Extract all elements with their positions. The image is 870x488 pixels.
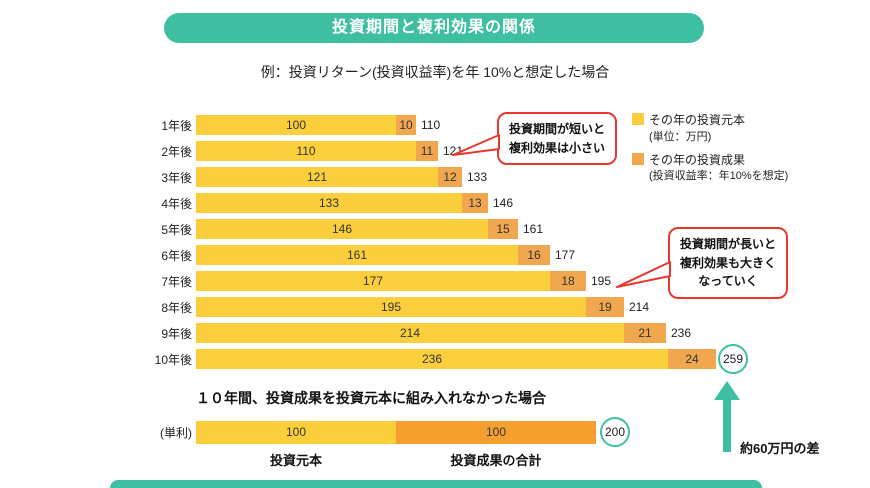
row-label: 7年後 (161, 274, 192, 289)
row-label: 5年後 (161, 222, 192, 237)
simple-principal-segment: 100 (196, 420, 396, 444)
principal-segment: 195 (196, 297, 586, 317)
principal-value: 236 (421, 352, 443, 366)
legend-entry-principal: その年の投資元本 (単位：万円) (632, 113, 788, 144)
legend-principal-label: その年の投資元本 (649, 113, 746, 127)
total-value: 236 (671, 326, 692, 340)
total-value: 146 (493, 196, 514, 210)
chart-row: 8年後 195 19 214 (130, 294, 748, 320)
principal-value: 100 (285, 118, 307, 132)
compound-interest-chart: 1年後 100 10 110 2年後 110 11 121 3年後 121 12 133 4年後 133 1… (130, 112, 748, 374)
gain-swatch-icon (632, 152, 644, 165)
principal-value: 146 (331, 222, 353, 236)
difference-arrow-icon (714, 381, 740, 452)
principal-value: 214 (399, 326, 421, 340)
row-label: 4年後 (161, 196, 192, 211)
simple-gain-segment: 100 (396, 420, 596, 444)
gain-segment: 13 (462, 193, 488, 213)
subtitle: 例：投資リターン(投資収益率)を年 10%と想定した場合 (260, 64, 610, 80)
principal-caption: 投資元本 (269, 453, 322, 468)
gain-value: 24 (685, 352, 699, 366)
simple-interest-heading: １０年間、投資成果を投資元本に組み入れなかった場合 (196, 390, 546, 406)
difference-label: 約60万円の差 (740, 441, 820, 456)
principal-value: 133 (318, 196, 340, 210)
chart-row: 3年後 121 12 133 (130, 164, 748, 190)
gain-value: 13 (468, 196, 482, 210)
callout-long-period: 投資期間が長いと 複利効果も大きく なっていく (668, 227, 789, 299)
principal-segment: 110 (196, 141, 416, 161)
gain-segment: 11 (416, 141, 438, 161)
simple-interest-row: (単利) 100 100 200 (130, 417, 630, 447)
total-value: 177 (555, 248, 576, 262)
principal-segment: 236 (196, 349, 668, 369)
legend-principal-sub: (単位：万円) (649, 130, 712, 143)
bottom-section-strip (110, 480, 762, 488)
gain-segment: 21 (624, 323, 666, 343)
row-label: 10年後 (154, 352, 192, 367)
gain-segment: 10 (396, 115, 416, 135)
total-value: 195 (591, 274, 612, 288)
principal-value: 121 (306, 170, 328, 184)
principal-value: 110 (296, 144, 316, 158)
chart-row: 1年後 100 10 110 (130, 112, 748, 138)
page-title: 投資期間と複利効果の関係 (164, 13, 704, 43)
simple-total-circle: 200 (600, 417, 630, 447)
row-label: 9年後 (161, 326, 192, 341)
total-value: 110 (421, 118, 441, 132)
total-value: 133 (467, 170, 488, 184)
principal-value: 195 (380, 300, 402, 314)
principal-segment: 177 (196, 271, 550, 291)
chart-row: 4年後 133 13 146 (130, 190, 748, 216)
gain-value: 19 (598, 300, 612, 314)
principal-segment: 214 (196, 323, 624, 343)
total-value: 259 (718, 344, 748, 374)
chart-row: 10年後 236 24 259 (130, 344, 748, 374)
principal-value: 161 (346, 248, 368, 262)
row-label: (単利) (160, 425, 192, 440)
principal-segment: 161 (196, 245, 518, 265)
gain-value: 12 (443, 170, 457, 184)
gain-segment: 19 (586, 297, 624, 317)
principal-swatch-icon (632, 113, 644, 125)
chart-row: 6年後 161 16 177 (130, 242, 748, 268)
gain-value: 11 (420, 144, 434, 158)
legend: その年の投資元本 (単位：万円) その年の投資成果 (投資収益率：年10%を想定… (632, 113, 788, 184)
row-label: 8年後 (161, 300, 192, 315)
gain-segment: 18 (550, 271, 586, 291)
total-value: 214 (629, 300, 650, 314)
gain-segment: 15 (488, 219, 518, 239)
row-label: 2年後 (161, 144, 192, 159)
chart-row: 7年後 177 18 195 (130, 268, 748, 294)
principal-segment: 121 (196, 167, 438, 187)
row-label: 6年後 (161, 248, 192, 263)
total-value: 121 (443, 144, 464, 158)
gain-segment: 16 (518, 245, 550, 265)
chart-row: 5年後 146 15 161 (130, 216, 748, 242)
gain-caption: 投資成果の合計 (450, 453, 542, 468)
gain-segment: 24 (668, 349, 716, 369)
gain-segment: 12 (438, 167, 462, 187)
row-label: 1年後 (161, 118, 192, 133)
chart-row: 2年後 110 11 121 (130, 138, 748, 164)
legend-entry-gain: その年の投資成果 (投資収益率：年10%を想定) (632, 152, 789, 184)
total-value: 161 (523, 222, 544, 236)
simple-gain-value: 100 (485, 425, 507, 439)
gain-value: 15 (496, 222, 510, 236)
legend-gain-label: その年の投資成果 (649, 152, 746, 167)
principal-segment: 100 (196, 115, 396, 135)
principal-segment: 146 (196, 219, 488, 239)
simple-principal-value: 100 (285, 425, 307, 439)
gain-value: 16 (527, 248, 541, 262)
legend-gain-sub: (投資収益率：年10%を想定) (649, 170, 789, 183)
principal-segment: 133 (196, 193, 462, 213)
gain-value: 18 (561, 274, 575, 288)
principal-value: 177 (362, 274, 384, 288)
gain-value: 10 (399, 118, 413, 132)
chart-row: 9年後 214 21 236 (130, 320, 748, 346)
gain-value: 21 (638, 326, 652, 340)
row-label: 3年後 (161, 170, 192, 185)
callout-short-period: 投資期間が短いと 複利効果は小さい (497, 112, 618, 166)
